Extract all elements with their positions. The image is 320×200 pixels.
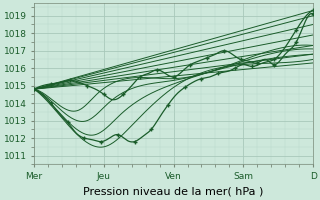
X-axis label: Pression niveau de la mer( hPa ): Pression niveau de la mer( hPa ) — [84, 187, 264, 197]
